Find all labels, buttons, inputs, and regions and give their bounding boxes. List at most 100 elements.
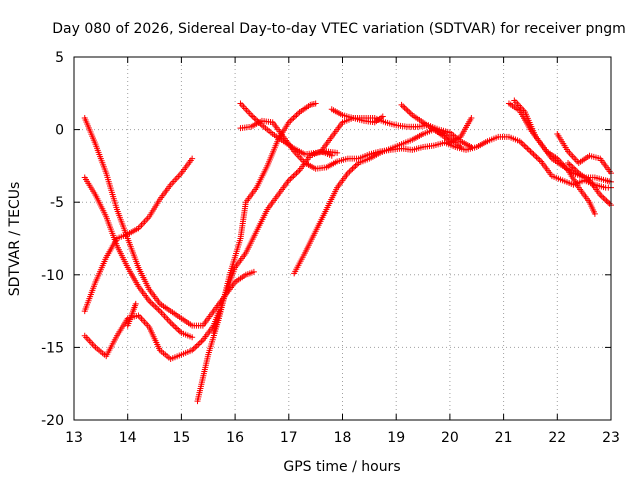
data-point <box>193 342 200 349</box>
x-tick-label: 16 <box>226 430 244 446</box>
data-point <box>132 300 139 307</box>
x-tick-label: 22 <box>548 430 566 446</box>
data-point <box>468 144 475 151</box>
x-tick-labels: 13 14 15 16 17 18 19 20 21 22 23 <box>65 430 620 446</box>
data-point <box>532 152 539 159</box>
data-point <box>533 154 540 161</box>
data-point <box>155 306 162 313</box>
data-point <box>598 193 605 200</box>
data-point <box>525 146 532 153</box>
data-point <box>192 344 199 351</box>
data-point <box>198 338 205 345</box>
x-tick-label: 14 <box>119 430 137 446</box>
x-tick-label: 20 <box>441 430 459 446</box>
y-tick-label: -5 <box>50 195 64 211</box>
series-16 <box>554 130 614 177</box>
grid <box>74 57 611 420</box>
y-tick-label: 5 <box>55 50 64 66</box>
series-6 <box>194 100 319 405</box>
data-point <box>351 164 358 171</box>
x-tick-label: 21 <box>495 430 513 446</box>
data-point <box>172 324 179 331</box>
series-12 <box>328 106 386 126</box>
y-axis-title: SDTVAR / TECUs <box>7 182 23 297</box>
data-point <box>295 168 302 175</box>
data-point <box>196 340 203 347</box>
data-points <box>81 97 614 405</box>
data-point <box>442 135 449 142</box>
x-tick-label: 23 <box>602 430 620 446</box>
data-point <box>444 136 451 143</box>
data-point <box>175 326 182 333</box>
data-point <box>591 210 598 217</box>
data-point <box>457 144 464 151</box>
data-point <box>398 101 405 108</box>
data-point <box>189 155 196 162</box>
data-point <box>334 149 341 156</box>
data-point <box>153 305 160 312</box>
x-tick-label: 15 <box>172 430 190 446</box>
data-point <box>604 199 611 206</box>
data-point <box>441 133 448 140</box>
data-point <box>249 113 256 120</box>
data-point <box>291 113 298 120</box>
data-point <box>522 144 529 151</box>
series-7 <box>210 148 335 336</box>
series-11 <box>318 114 475 155</box>
x-tick-label: 17 <box>280 430 298 446</box>
data-point <box>290 173 297 180</box>
series-8 <box>237 117 614 191</box>
data-point <box>149 300 156 307</box>
series-13 <box>398 101 475 146</box>
data-point <box>407 110 414 117</box>
data-point <box>173 325 180 332</box>
x-tick-label: 18 <box>334 430 352 446</box>
data-point <box>379 113 386 120</box>
data-point <box>528 149 535 156</box>
data-point <box>347 167 354 174</box>
data-point <box>521 142 528 149</box>
series-2 <box>81 174 196 341</box>
data-point <box>530 151 537 158</box>
series-4 <box>81 308 222 363</box>
series-3 <box>81 155 196 315</box>
data-point <box>287 175 294 182</box>
data-point <box>535 155 542 162</box>
data-point <box>251 114 258 121</box>
data-point <box>293 112 300 119</box>
data-point <box>600 194 607 201</box>
data-point <box>400 103 407 110</box>
series-10 <box>291 126 464 277</box>
data-point <box>401 104 408 111</box>
data-point <box>603 197 610 204</box>
chart-title: Day 080 of 2026, Sidereal Day-to-day VTE… <box>52 21 626 37</box>
data-point <box>606 200 613 207</box>
series-1 <box>81 114 257 329</box>
data-point <box>312 100 319 107</box>
data-point <box>352 162 359 169</box>
data-point <box>404 107 411 114</box>
data-point <box>290 114 297 121</box>
data-point <box>195 341 202 348</box>
y-tick-label: -20 <box>41 413 64 429</box>
data-point <box>250 268 257 275</box>
y-tick-label: -10 <box>41 268 64 284</box>
data-point <box>468 114 475 121</box>
data-point <box>536 157 543 164</box>
series-15 <box>511 97 598 217</box>
data-point <box>349 165 356 172</box>
data-point <box>147 299 154 306</box>
data-point <box>524 145 531 152</box>
data-point <box>601 196 608 203</box>
x-tick-label: 13 <box>65 430 83 446</box>
data-point <box>527 148 534 155</box>
data-point <box>288 174 295 181</box>
data-point <box>152 303 159 310</box>
x-axis-title: GPS time / hours <box>283 459 400 475</box>
y-tick-label: 0 <box>55 123 64 139</box>
data-point <box>519 141 526 148</box>
data-point <box>150 302 157 309</box>
x-tick-label: 19 <box>387 430 405 446</box>
data-point <box>346 168 353 175</box>
